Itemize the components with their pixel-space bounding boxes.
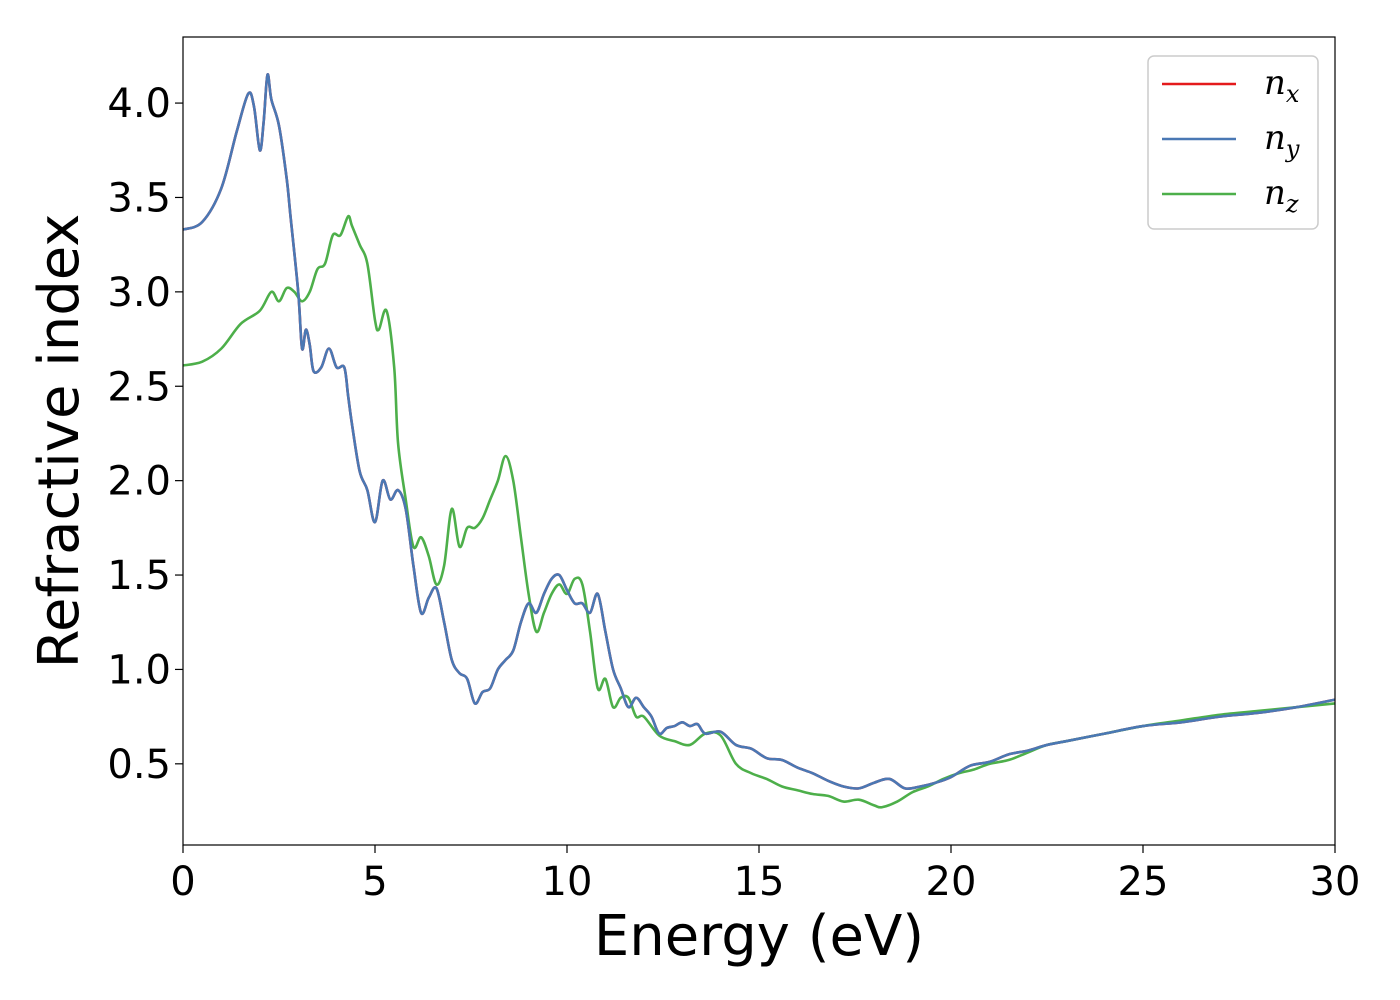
y-tick-label: 2.0 xyxy=(107,459,171,505)
x-tick-label: 0 xyxy=(170,859,195,905)
series-line-ny xyxy=(182,73,1336,791)
y-tick-label: 1.5 xyxy=(107,553,171,599)
y-tick-label: 3.0 xyxy=(107,270,171,316)
y-tick-label: 1.0 xyxy=(107,647,171,693)
x-tick-label: 5 xyxy=(362,859,387,905)
legend-label-ny: ny xyxy=(1264,118,1300,163)
x-tick-label: 30 xyxy=(1310,859,1361,905)
x-tick-label: 15 xyxy=(734,859,785,905)
x-tick-label: 25 xyxy=(1118,859,1169,905)
x-tick-label: 20 xyxy=(926,859,977,905)
legend-label-nx: nx xyxy=(1264,63,1300,108)
series-line-nz xyxy=(182,214,1336,809)
legend-box xyxy=(1147,55,1319,230)
legend: nx ny nz xyxy=(1147,55,1319,230)
y-tick-label: 0.5 xyxy=(107,742,171,788)
y-axis-label: Refractive index xyxy=(27,214,92,669)
legend-label-nz: nz xyxy=(1264,173,1299,218)
y-tick-label: 3.5 xyxy=(107,175,171,221)
y-axis-ticks: 0.5 1.0 1.5 2.0 2.5 3.0 3.5 4.0 xyxy=(107,81,183,788)
series-layer xyxy=(182,73,1336,809)
y-tick-label: 2.5 xyxy=(107,364,171,410)
x-axis-ticks: 0 5 10 15 20 25 30 xyxy=(170,845,1360,905)
x-tick-label: 10 xyxy=(542,859,593,905)
x-axis-label: Energy (eV) xyxy=(594,904,924,969)
y-tick-label: 4.0 xyxy=(107,81,171,127)
